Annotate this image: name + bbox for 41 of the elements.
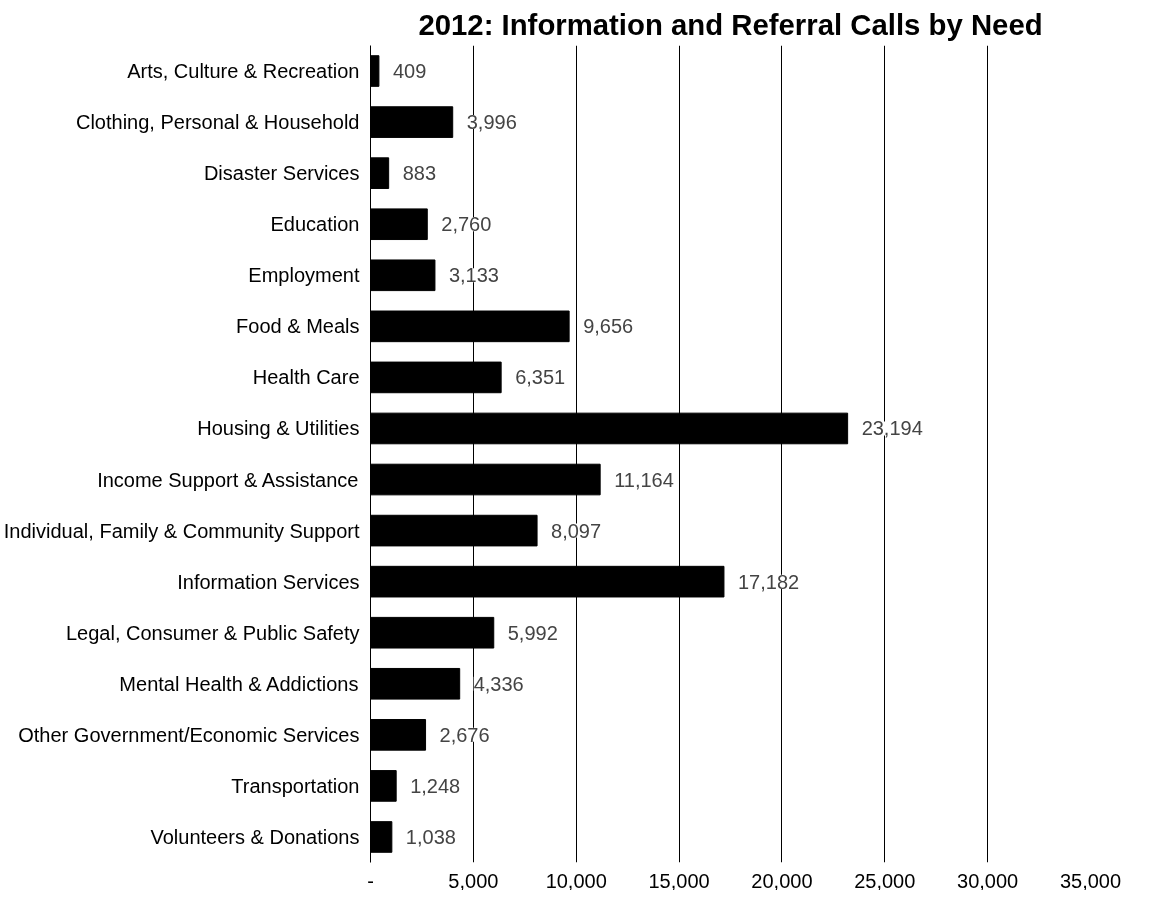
y-tick-label: Food & Meals xyxy=(236,315,360,338)
y-tick-label: Arts, Culture & Recreation xyxy=(127,60,360,83)
x-tick-label: 25,000 xyxy=(854,869,916,892)
x-tick-label: 10,000 xyxy=(545,869,607,892)
data-label: 9,656 xyxy=(583,315,634,338)
data-label: 1,038 xyxy=(405,825,456,848)
x-tick-label: 35,000 xyxy=(1059,869,1122,892)
data-label: 883 xyxy=(402,162,437,185)
data-label: 5,992 xyxy=(507,621,558,644)
y-tick-label: Clothing, Personal & Household xyxy=(75,111,360,134)
x-tick-label: 15,000 xyxy=(648,869,710,892)
data-label: 1,248 xyxy=(410,774,461,797)
y-tick-label: Income Support & Assistance xyxy=(97,468,359,491)
x-tick-label: 5,000 xyxy=(448,869,499,892)
chart-title: 2012: Information and Referral Calls by Need xyxy=(418,7,1043,41)
y-tick-label: Individual, Family & Community Support xyxy=(3,519,360,542)
x-tick-label: 20,000 xyxy=(751,869,813,892)
x-tick-label: 30,000 xyxy=(957,869,1019,892)
data-label: 6,351 xyxy=(515,366,566,389)
y-tick-label: Disaster Services xyxy=(203,162,360,185)
y-tick-label: Legal, Consumer & Public Safety xyxy=(66,621,360,644)
y-tick-label: Employment xyxy=(248,264,360,287)
data-label: 3,133 xyxy=(448,264,500,287)
data-label: 4,336 xyxy=(473,672,524,695)
y-tick-label: Mental Health & Addictions xyxy=(119,672,359,695)
data-label: 2,760 xyxy=(441,213,492,236)
data-label: 2,676 xyxy=(439,723,490,746)
y-tick-label: Education xyxy=(270,213,360,236)
y-tick-label: Volunteers & Donations xyxy=(150,825,360,848)
data-label: 11,164 xyxy=(614,468,674,491)
data-label: 17,182 xyxy=(737,570,800,593)
y-tick-label: Other Government/Economic Services xyxy=(18,723,360,746)
data-label: 23,194 xyxy=(861,417,923,440)
data-label: 409 xyxy=(392,60,427,83)
y-tick-label: Transportation xyxy=(231,774,360,797)
y-tick-label: Information Services xyxy=(177,570,360,593)
data-label: 3,996 xyxy=(466,111,517,134)
x-tick-label: - xyxy=(367,869,374,892)
y-tick-label: Housing & Utilities xyxy=(197,417,360,440)
data-label: 8,097 xyxy=(551,519,602,542)
y-tick-label: Health Care xyxy=(252,366,360,389)
